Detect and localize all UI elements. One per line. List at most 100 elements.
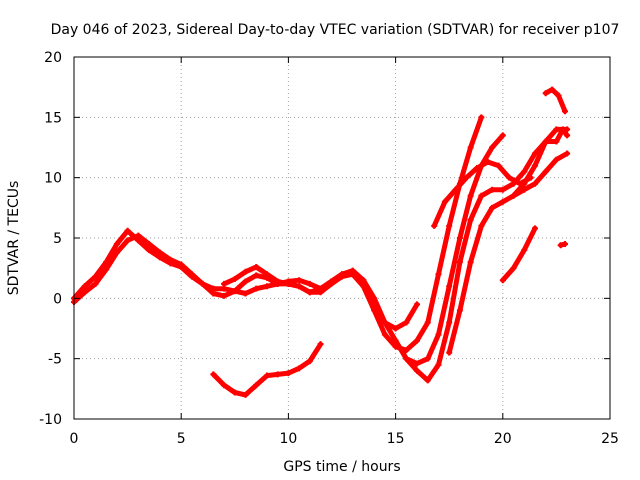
data-point (499, 132, 506, 139)
data-point (564, 150, 571, 157)
data-point (495, 162, 502, 169)
y-tick-label: 0 (53, 291, 62, 307)
data-point (549, 86, 556, 93)
y-axis-title: SDTVAR / TECUs (6, 181, 22, 296)
data-point (424, 355, 431, 362)
data-point (285, 280, 292, 287)
data-point (559, 126, 566, 133)
y-tick-label: 15 (44, 110, 62, 126)
data-point (456, 307, 463, 314)
data-point (210, 290, 217, 297)
data-point (424, 319, 431, 326)
data-point (542, 138, 549, 145)
data-point (463, 174, 470, 181)
data-point (178, 261, 185, 268)
chart-title: Day 046 of 2023, Sidereal Day-to-day VTE… (51, 22, 620, 38)
data-point (403, 319, 410, 326)
series-line (500, 225, 538, 283)
data-point (484, 158, 491, 165)
data-point (467, 259, 474, 266)
data-point (521, 186, 528, 193)
data-point (231, 389, 238, 396)
y-tick-label: -10 (39, 412, 62, 428)
data-point (253, 263, 260, 270)
x-tick-label: 0 (70, 431, 79, 447)
series-layer (71, 86, 571, 398)
data-point (446, 222, 453, 229)
data-point (253, 272, 260, 279)
data-point (446, 349, 453, 356)
data-point (349, 267, 356, 274)
data-point (392, 337, 399, 344)
data-point (242, 290, 249, 297)
data-point (553, 126, 560, 133)
data-point (221, 382, 228, 389)
data-point (403, 355, 410, 362)
series-arc-3 (221, 132, 506, 367)
data-point (467, 192, 474, 199)
data-point (124, 227, 131, 234)
series-line (71, 114, 484, 353)
series-arc-10 (499, 225, 538, 284)
data-point (446, 283, 453, 290)
data-point (274, 278, 281, 285)
data-point (231, 288, 238, 295)
data-point (339, 271, 345, 278)
data-point (221, 292, 228, 299)
data-point (253, 285, 260, 292)
data-point (263, 372, 270, 379)
series-line (210, 341, 324, 398)
data-point (414, 360, 421, 367)
series-arc-11 (557, 241, 568, 249)
data-point (499, 277, 506, 284)
data-point (564, 132, 571, 139)
data-point (317, 341, 324, 348)
data-point (188, 271, 195, 278)
data-point (146, 247, 153, 254)
series-line (403, 126, 570, 383)
data-point (452, 186, 459, 193)
data-point (263, 283, 270, 290)
data-point (381, 319, 388, 326)
data-point (146, 241, 153, 248)
data-point (553, 138, 560, 145)
data-point (489, 186, 496, 193)
data-point (510, 265, 517, 272)
data-point (221, 280, 228, 287)
data-point (521, 247, 528, 254)
data-point (306, 358, 313, 365)
data-point (263, 271, 270, 278)
data-point (478, 114, 485, 121)
data-point (557, 242, 564, 249)
series-line (446, 151, 570, 356)
data-point (456, 235, 463, 241)
x-axis-title: GPS time / hours (283, 459, 400, 475)
data-point (553, 156, 560, 163)
data-point (531, 150, 538, 157)
data-point (414, 337, 421, 344)
data-point (499, 198, 506, 205)
data-point (414, 301, 421, 308)
data-point (306, 289, 313, 296)
data-point (92, 273, 99, 280)
data-point (510, 192, 517, 199)
data-point (456, 259, 463, 266)
data-point (531, 225, 538, 232)
y-tick-label: 5 (53, 231, 62, 247)
data-point (542, 90, 549, 97)
tick-layer: 0 5 10 15 20 25 -10 -5 0 5 10 15 20 (39, 50, 619, 447)
data-point (506, 174, 513, 181)
data-point (435, 271, 442, 278)
series-arc-6 (431, 158, 534, 229)
data-point (478, 222, 485, 229)
data-point (81, 283, 88, 290)
data-point (167, 256, 174, 263)
data-point (253, 382, 260, 389)
data-point (242, 268, 249, 275)
data-point (392, 325, 399, 332)
x-tick-label: 15 (387, 431, 405, 447)
data-point (328, 278, 335, 285)
data-point (274, 371, 281, 378)
data-point (521, 168, 528, 175)
